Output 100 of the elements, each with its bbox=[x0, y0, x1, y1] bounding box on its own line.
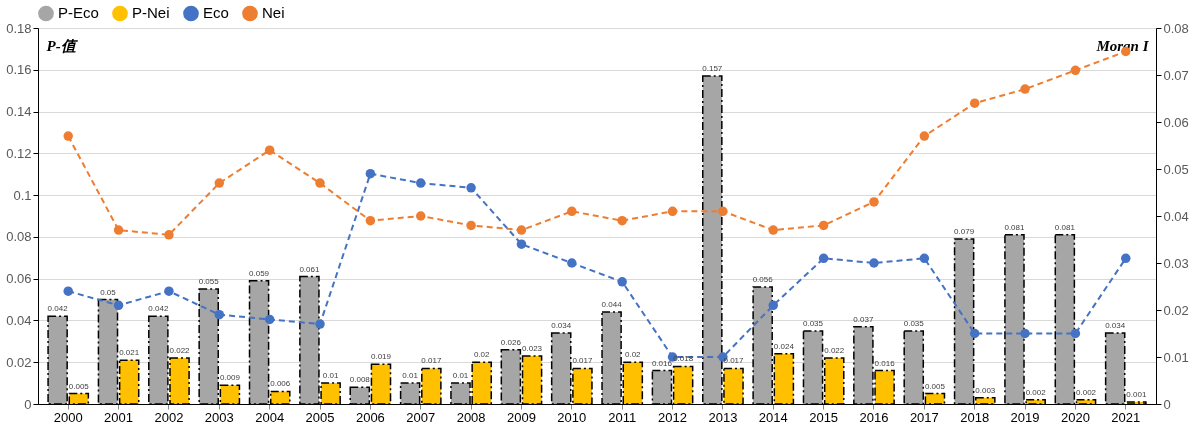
data-label: 0.023 bbox=[522, 343, 543, 353]
data-label: 0.021 bbox=[119, 348, 140, 358]
point bbox=[869, 258, 879, 268]
legend-label: Nei bbox=[262, 4, 285, 22]
y2-tick-label: 0.08 bbox=[1163, 20, 1189, 36]
x-tick-label: 2018 bbox=[960, 409, 990, 425]
point bbox=[567, 206, 577, 217]
x-tick-label: 2019 bbox=[1010, 409, 1040, 425]
y-tick-label: 0.14 bbox=[6, 104, 32, 120]
data-label: 0.081 bbox=[1004, 222, 1026, 232]
point bbox=[919, 253, 930, 264]
y2-tick-label: 0 bbox=[1163, 396, 1171, 412]
legend-label: P-Eco bbox=[58, 4, 99, 22]
data-label: 0.035 bbox=[903, 318, 925, 328]
data-label: 0.035 bbox=[803, 318, 824, 328]
data-label: 0.01 bbox=[452, 371, 469, 381]
y2-tick-label: 0.04 bbox=[1163, 208, 1189, 224]
data-label: 0.002 bbox=[1076, 387, 1097, 397]
y2-tick-label: 0.02 bbox=[1163, 302, 1189, 318]
point bbox=[1070, 65, 1081, 76]
point bbox=[63, 286, 73, 296]
point bbox=[768, 225, 778, 235]
point bbox=[264, 145, 275, 155]
data-label: 0.042 bbox=[47, 304, 69, 314]
point bbox=[214, 309, 225, 320]
x-tick-label: 2006 bbox=[355, 409, 385, 425]
y-tick-label: 0.08 bbox=[6, 229, 32, 245]
y-tick-label: 0.06 bbox=[6, 271, 32, 287]
data-label: 0.017 bbox=[421, 356, 442, 366]
x-tick-label: 2011 bbox=[608, 409, 637, 425]
point bbox=[617, 277, 627, 287]
data-label: 0.017 bbox=[572, 356, 593, 366]
point bbox=[969, 328, 980, 339]
point bbox=[969, 98, 980, 108]
data-label: 0.006 bbox=[270, 379, 291, 389]
data-label: 0.002 bbox=[1025, 387, 1047, 397]
x-tick-label: 2001 bbox=[104, 409, 134, 425]
data-label: 0.05 bbox=[100, 287, 117, 297]
point bbox=[1020, 84, 1030, 94]
data-label: 0.061 bbox=[299, 264, 320, 274]
y-tick-label: 0.04 bbox=[6, 312, 32, 328]
point bbox=[164, 230, 174, 240]
x-tick-label: 2017 bbox=[909, 409, 939, 425]
y2-tick-label: 0.03 bbox=[1163, 255, 1189, 271]
x-tick-label: 2000 bbox=[53, 409, 83, 425]
point bbox=[63, 131, 73, 141]
point bbox=[516, 239, 527, 249]
data-label: 0.022 bbox=[824, 346, 845, 356]
data-label: 0.01 bbox=[402, 371, 419, 381]
x-tick-label: 2004 bbox=[255, 409, 285, 425]
point bbox=[416, 211, 426, 221]
point bbox=[869, 197, 879, 207]
x-tick-label: 2014 bbox=[758, 409, 788, 425]
point bbox=[567, 258, 577, 268]
data-label: 0.017 bbox=[723, 356, 745, 366]
point bbox=[1121, 253, 1131, 264]
point bbox=[365, 168, 376, 179]
data-label: 0.081 bbox=[1054, 222, 1076, 232]
x-tick-label: 2013 bbox=[708, 409, 738, 425]
data-label: 0.001 bbox=[1126, 389, 1147, 399]
data-label: 0.02 bbox=[624, 350, 642, 360]
y2-tick-label: 0.06 bbox=[1163, 114, 1189, 130]
data-label: 0.044 bbox=[601, 300, 623, 310]
data-label: 0.056 bbox=[752, 275, 774, 285]
x-tick-label: 2012 bbox=[658, 409, 687, 425]
x-tick-label: 2005 bbox=[305, 409, 335, 425]
data-label: 0.01 bbox=[322, 371, 339, 381]
data-label: 0.026 bbox=[500, 337, 522, 347]
point bbox=[718, 206, 728, 217]
data-label: 0.157 bbox=[702, 64, 723, 74]
y2-tick-label: 0.07 bbox=[1163, 67, 1189, 83]
data-label: 0.034 bbox=[1105, 320, 1126, 330]
data-label: 0.055 bbox=[198, 277, 220, 287]
y-tick-label: 0.16 bbox=[6, 62, 32, 78]
point bbox=[365, 215, 376, 226]
point bbox=[466, 183, 476, 193]
point bbox=[113, 300, 124, 311]
point bbox=[214, 178, 225, 188]
legend-label: P-Nei bbox=[132, 4, 170, 22]
point bbox=[1020, 328, 1030, 339]
x-tick-label: 2003 bbox=[204, 409, 234, 425]
point bbox=[818, 253, 829, 264]
data-label: 0.034 bbox=[551, 320, 572, 330]
y-tick-label: 0 bbox=[24, 396, 32, 412]
x-tick-label: 2020 bbox=[1060, 409, 1090, 425]
point bbox=[516, 225, 527, 235]
y2-tick-label: 0.05 bbox=[1163, 161, 1189, 177]
data-label: 0.005 bbox=[68, 381, 90, 391]
y-tick-label: 0.1 bbox=[13, 187, 32, 203]
point bbox=[667, 206, 678, 217]
x-tick-label: 2009 bbox=[507, 409, 536, 425]
point bbox=[617, 215, 627, 226]
data-label: 0.003 bbox=[975, 385, 996, 395]
y-tick-label: 0.02 bbox=[6, 354, 32, 370]
y-tick-label: 0.12 bbox=[6, 145, 32, 161]
point bbox=[466, 220, 476, 231]
data-label: 0.042 bbox=[148, 304, 169, 314]
data-label: 0.016 bbox=[874, 358, 896, 368]
data-label: 0.079 bbox=[954, 226, 975, 236]
point bbox=[416, 178, 426, 188]
